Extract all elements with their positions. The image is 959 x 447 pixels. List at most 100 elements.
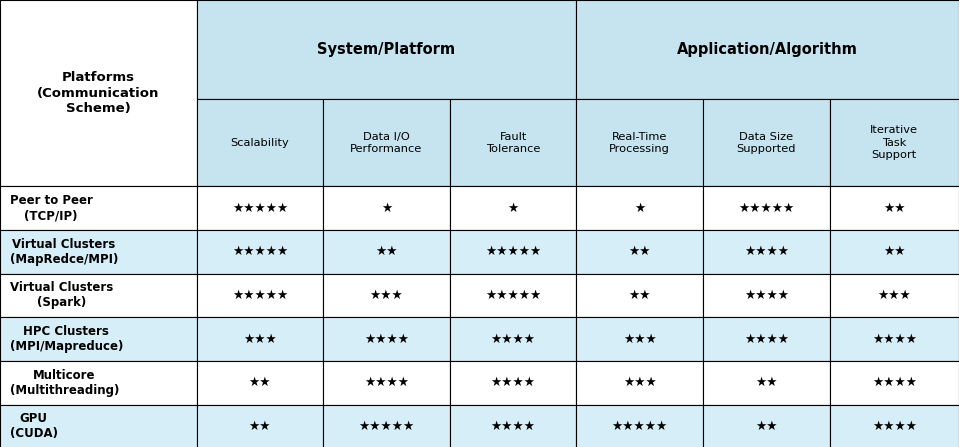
Text: ★★★★★: ★★★★★ [359, 420, 414, 433]
Text: System/Platform: System/Platform [317, 42, 456, 57]
Text: ★★★★★: ★★★★★ [232, 245, 288, 258]
Text: Real-Time
Processing: Real-Time Processing [609, 131, 670, 154]
Bar [197, 361, 323, 405]
Text: ★★: ★★ [883, 245, 905, 258]
Bar [450, 361, 576, 405]
Bar [197, 0, 576, 99]
Text: ★★★★: ★★★★ [744, 245, 788, 258]
Text: ★★: ★★ [375, 245, 398, 258]
Text: ★★★: ★★★ [622, 333, 657, 346]
Text: ★: ★ [634, 202, 645, 215]
Bar [830, 99, 959, 186]
Bar [576, 405, 703, 447]
Bar [576, 317, 703, 361]
Text: ★★★: ★★★ [877, 289, 911, 302]
Text: GPU
(CUDA): GPU (CUDA) [10, 412, 58, 440]
Bar [197, 317, 323, 361]
Text: ★★★★★: ★★★★★ [485, 289, 541, 302]
Bar [703, 405, 830, 447]
Bar [830, 230, 959, 274]
Text: Application/Algorithm: Application/Algorithm [677, 42, 858, 57]
Text: Virtual Clusters
(Spark): Virtual Clusters (Spark) [10, 282, 113, 309]
Bar [576, 0, 959, 99]
Text: ★★: ★★ [248, 420, 271, 433]
Text: ★★: ★★ [883, 202, 905, 215]
Text: ★★★★: ★★★★ [744, 289, 788, 302]
Text: ★★★★: ★★★★ [872, 376, 917, 389]
Text: Iterative
Task
Support: Iterative Task Support [870, 126, 919, 160]
Text: ★★★★★: ★★★★★ [612, 420, 667, 433]
Text: ★: ★ [507, 202, 519, 215]
Text: ★★★: ★★★ [243, 333, 277, 346]
Bar [323, 274, 450, 317]
Bar [830, 274, 959, 317]
Bar [703, 361, 830, 405]
Bar [197, 274, 323, 317]
Text: ★★★★: ★★★★ [491, 333, 535, 346]
Bar [576, 230, 703, 274]
Bar [450, 405, 576, 447]
Bar [323, 317, 450, 361]
Text: ★★★★★: ★★★★★ [232, 289, 288, 302]
Bar [703, 99, 830, 186]
Bar [0, 405, 197, 447]
Text: ★★: ★★ [755, 376, 778, 389]
Bar [0, 361, 197, 405]
Bar [450, 186, 576, 230]
Bar [197, 230, 323, 274]
Bar [197, 405, 323, 447]
Text: ★★: ★★ [248, 376, 271, 389]
Bar [0, 186, 197, 230]
Text: ★: ★ [381, 202, 392, 215]
Text: Data I/O
Performance: Data I/O Performance [350, 131, 423, 154]
Bar [0, 230, 197, 274]
Text: ★★★★: ★★★★ [872, 420, 917, 433]
Text: Fault
Tolerance: Fault Tolerance [486, 131, 540, 154]
Bar [323, 230, 450, 274]
Text: ★★★★: ★★★★ [491, 420, 535, 433]
Text: Data Size
Supported: Data Size Supported [737, 131, 796, 154]
Bar [197, 186, 323, 230]
Bar [450, 274, 576, 317]
Text: Peer to Peer
(TCP/IP): Peer to Peer (TCP/IP) [10, 194, 92, 222]
Text: HPC Clusters
(MPI/Mapreduce): HPC Clusters (MPI/Mapreduce) [10, 325, 123, 353]
Bar [576, 186, 703, 230]
Bar [0, 274, 197, 317]
Bar [703, 317, 830, 361]
Bar [703, 186, 830, 230]
Text: ★★: ★★ [755, 420, 778, 433]
Text: ★★: ★★ [628, 289, 651, 302]
Text: ★★: ★★ [628, 245, 651, 258]
Bar [0, 317, 197, 361]
Bar [576, 274, 703, 317]
Text: ★★★★: ★★★★ [872, 333, 917, 346]
Bar [830, 186, 959, 230]
Bar [576, 361, 703, 405]
Text: ★★★★: ★★★★ [364, 333, 409, 346]
Bar [450, 230, 576, 274]
Text: Scalability: Scalability [230, 138, 290, 148]
Text: ★★★★: ★★★★ [364, 376, 409, 389]
Bar [197, 99, 323, 186]
Bar [830, 317, 959, 361]
Text: Virtual Clusters
(MapRedce/MPI): Virtual Clusters (MapRedce/MPI) [10, 238, 118, 266]
Bar [323, 361, 450, 405]
Bar [703, 230, 830, 274]
Text: ★★★: ★★★ [369, 289, 404, 302]
Bar [703, 274, 830, 317]
Text: ★★★★★: ★★★★★ [738, 202, 794, 215]
Bar [450, 317, 576, 361]
Bar [830, 405, 959, 447]
Text: ★★★★★: ★★★★★ [485, 245, 541, 258]
Text: ★★★: ★★★ [622, 376, 657, 389]
Text: ★★★★: ★★★★ [491, 376, 535, 389]
Bar [576, 99, 703, 186]
Bar [323, 99, 450, 186]
Bar [830, 361, 959, 405]
Text: Multicore
(Multithreading): Multicore (Multithreading) [10, 369, 119, 397]
Text: ★★★★: ★★★★ [744, 333, 788, 346]
Bar [0, 0, 197, 186]
Text: Platforms
(Communication
Scheme): Platforms (Communication Scheme) [37, 71, 159, 115]
Bar [450, 99, 576, 186]
Bar [323, 186, 450, 230]
